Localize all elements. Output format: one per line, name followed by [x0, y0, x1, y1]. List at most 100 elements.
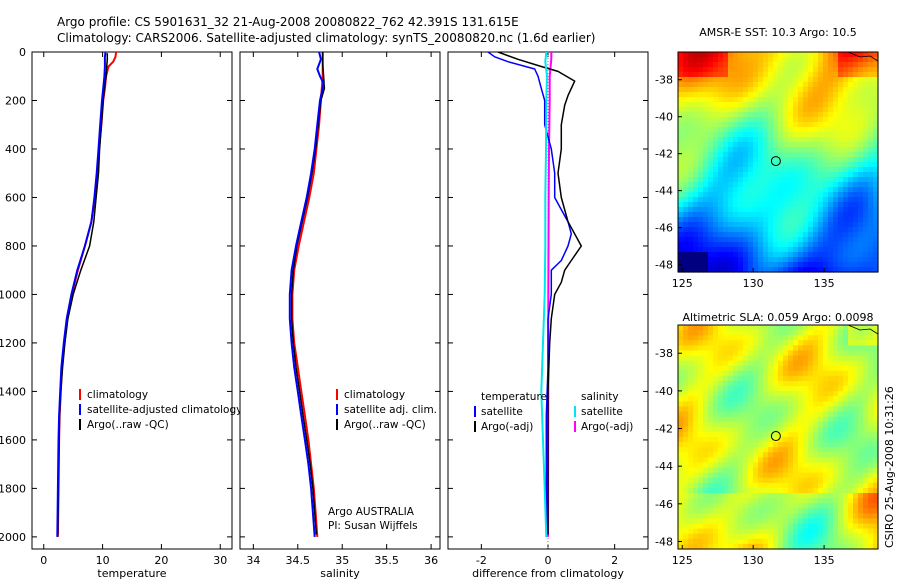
- map-cell: [813, 87, 819, 93]
- map-cell: [843, 381, 849, 387]
- map-cell: [858, 117, 864, 123]
- map-cell: [808, 513, 814, 520]
- map-cell: [758, 482, 764, 489]
- map-cell: [823, 192, 829, 198]
- map-cell: [678, 137, 684, 143]
- map-cell: [863, 487, 869, 494]
- map-cell: [738, 513, 744, 520]
- map-cell: [743, 107, 749, 113]
- map-cell: [768, 212, 774, 218]
- map-cell: [758, 401, 764, 408]
- map-cell: [818, 335, 824, 341]
- sst-map-cells: [678, 52, 879, 273]
- map-cell: [753, 543, 759, 550]
- map-cell: [808, 117, 814, 123]
- map-cell: [838, 462, 844, 469]
- map-cell: [773, 227, 779, 233]
- map-cell: [788, 467, 794, 474]
- map-cell: [728, 426, 734, 433]
- map-cell: [723, 162, 729, 168]
- map-cell: [713, 370, 719, 377]
- map-cell: [843, 57, 849, 63]
- map-cell: [718, 82, 724, 88]
- map-cell: [753, 87, 759, 93]
- map-cell: [848, 142, 854, 148]
- map-cell: [678, 172, 684, 178]
- map-cell: [768, 122, 774, 128]
- map-cell: [843, 262, 849, 268]
- map-cell: [728, 147, 734, 153]
- map-cell: [753, 381, 759, 387]
- map-cell: [843, 92, 849, 98]
- map-cell: [688, 172, 694, 178]
- map-cell: [713, 335, 719, 341]
- map-cell: [853, 182, 859, 188]
- map-cell: [688, 370, 694, 377]
- map-cell: [838, 262, 844, 268]
- map-cell: [768, 411, 774, 418]
- map-cell: [773, 447, 779, 453]
- map-cell: [758, 437, 764, 443]
- map-cell: [828, 330, 834, 336]
- map-cell: [708, 72, 714, 78]
- map-cell: [748, 167, 754, 173]
- map-cell: [793, 187, 799, 193]
- map-cell: [798, 52, 804, 58]
- map-cell: [763, 452, 769, 458]
- map-cell: [733, 335, 739, 341]
- map-cell: [788, 472, 794, 479]
- map-cell: [848, 157, 854, 163]
- map-cell: [738, 227, 744, 233]
- map-cell: [858, 401, 864, 408]
- map-cell: [718, 360, 724, 367]
- map-cell: [678, 237, 684, 243]
- map-cell: [738, 386, 744, 392]
- map-cell: [678, 57, 684, 63]
- map-cell: [828, 172, 834, 178]
- map-cell: [718, 202, 724, 208]
- map-cell: [763, 52, 769, 58]
- map-cell: [678, 452, 684, 458]
- map-cell: [788, 365, 794, 372]
- map-cell: [708, 192, 714, 198]
- map-cell: [723, 187, 729, 193]
- map-cell: [698, 533, 704, 540]
- map-cell: [683, 487, 689, 494]
- map-cell: [793, 212, 799, 218]
- map-cell: [773, 167, 779, 173]
- map-cell: [823, 237, 829, 243]
- map-cell: [773, 370, 779, 377]
- map-cell: [828, 523, 834, 530]
- map-cell: [838, 107, 844, 113]
- map-cell: [753, 127, 759, 133]
- map-cell: [713, 437, 719, 443]
- map-cell: [783, 472, 789, 479]
- map-cell: [868, 533, 874, 540]
- map-cell: [783, 421, 789, 428]
- map-cell: [858, 340, 864, 346]
- map-cell: [798, 411, 804, 418]
- map-cell: [728, 416, 734, 423]
- map-cell: [693, 416, 699, 423]
- map-cell: [868, 112, 874, 118]
- map-cell: [788, 242, 794, 248]
- map-cell: [793, 132, 799, 138]
- map-cell: [758, 447, 764, 453]
- map-cell: [848, 167, 854, 173]
- map-cell: [873, 472, 879, 479]
- map-cell: [848, 97, 854, 103]
- map-cell: [783, 57, 789, 63]
- map-cell: [733, 92, 739, 98]
- map-cell: [778, 52, 784, 58]
- y-tick-label: -44: [655, 185, 673, 198]
- y-tick-label: -42: [655, 148, 673, 161]
- map-cell: [803, 157, 809, 163]
- map-cell: [798, 391, 804, 397]
- map-cell: [718, 493, 724, 499]
- map-cell: [788, 375, 794, 382]
- map-cell: [848, 411, 854, 418]
- x-tick-label: 135: [814, 554, 835, 567]
- map-cell: [838, 127, 844, 133]
- map-cell: [738, 462, 744, 469]
- map-cell: [703, 112, 709, 118]
